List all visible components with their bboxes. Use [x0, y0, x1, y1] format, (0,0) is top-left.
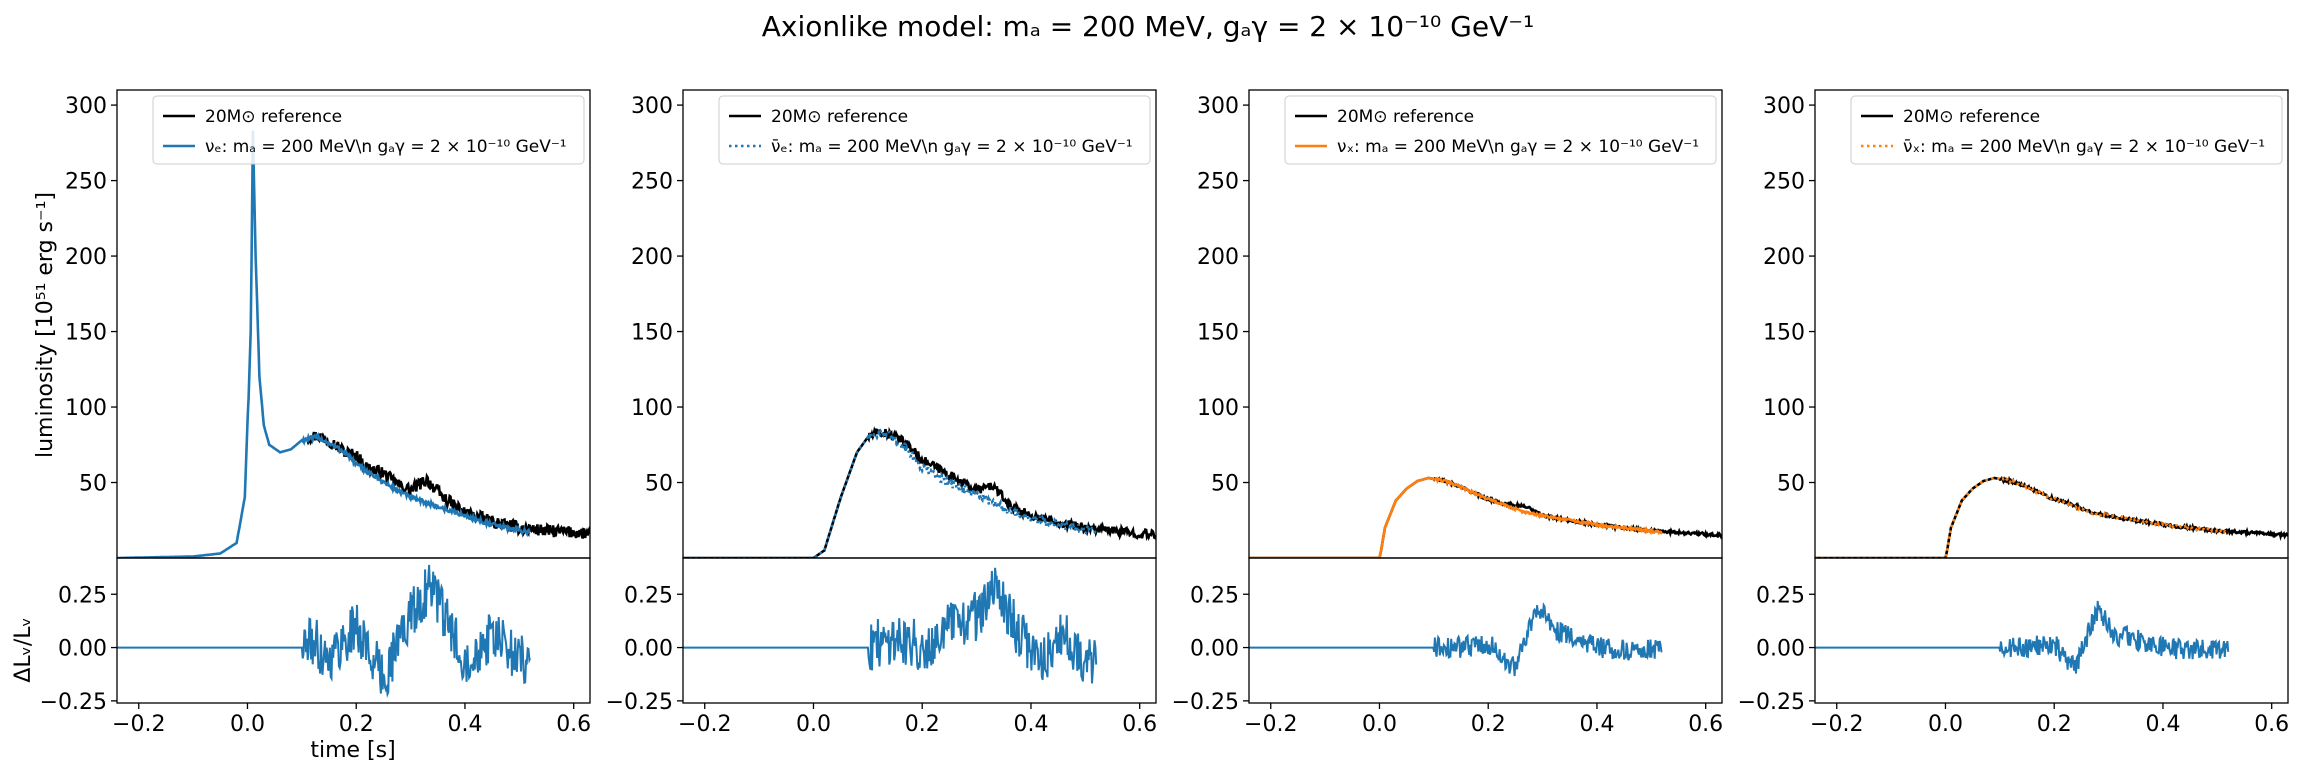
y-tick-label: 200: [65, 245, 107, 270]
residual-line-nu_e: [117, 564, 532, 698]
x-tick-label: 0.2: [2037, 712, 2072, 737]
legend-label: ν̄ₓ: mₐ = 200 MeV\n gₐγ = 2 × 10⁻¹⁰ GeV⁻…: [1903, 137, 2265, 157]
reference-line-nubar_e: [683, 426, 1156, 558]
x-tick-label: 0.0: [1928, 712, 1963, 737]
residual-line-nubar_e: [683, 567, 1098, 684]
bottom-axes-frame: [1814, 557, 2289, 704]
residual-y-tick-label: −0.25: [40, 690, 107, 715]
legend-box: [718, 95, 1151, 165]
legend: 20M⊙ reference νₑ: mₐ = 200 MeV\n gₐγ = 2…: [152, 95, 585, 165]
figure-title: Axionlike model: mₐ = 200 MeV, gₐγ = 2 ×…: [762, 10, 1534, 43]
residual-line-nu_x: [1249, 602, 1663, 677]
bottom-axes-frame: [116, 557, 591, 704]
legend-label: 20M⊙ reference: [771, 107, 908, 127]
y-tick-label: 300: [1197, 94, 1239, 119]
x-tick-label: 0.0: [230, 712, 265, 737]
y-tick-label: 50: [79, 472, 107, 497]
y-tick-label: 150: [631, 321, 673, 346]
bottom-axes-frame: [1248, 557, 1723, 704]
legend-box: [1284, 95, 1717, 165]
legend-label: νₑ: mₐ = 200 MeV\n gₐγ = 2 × 10⁻¹⁰ GeV⁻¹: [205, 137, 567, 157]
panel-nu_e: 50 100 150 200 250 300 −0.25 0.00 0.25 −0.2 0.0 0.2…: [40, 89, 591, 737]
residual-y-tick-label: 0.00: [624, 637, 673, 662]
x-tick-label: 0.6: [1122, 712, 1157, 737]
model-line-nubar_x: [1815, 476, 2229, 558]
y-tick-label: 250: [1197, 170, 1239, 195]
y-tick-label: 200: [1763, 245, 1805, 270]
legend: 20M⊙ reference νₓ: mₐ = 200 MeV\n gₐγ = 2…: [1284, 95, 1717, 165]
model-line-nubar_e: [683, 427, 1098, 558]
y-tick-label: 150: [1763, 321, 1805, 346]
y-tick-label: 100: [1197, 396, 1239, 421]
y-tick-label: 250: [631, 170, 673, 195]
residual-y-tick-label: 0.25: [1756, 583, 1805, 608]
reference-line-nubar_x: [1815, 475, 2288, 558]
y-tick-label: 50: [1211, 472, 1239, 497]
y-tick-label: 200: [1197, 245, 1239, 270]
y-tick-label: 200: [631, 245, 673, 270]
x-tick-label: 0.6: [1688, 712, 1723, 737]
legend-box: [152, 95, 585, 165]
legend-label: ν̄ₑ: mₐ = 200 MeV\n gₐγ = 2 × 10⁻¹⁰ GeV⁻…: [771, 137, 1133, 157]
x-tick-label: 0.6: [556, 712, 591, 737]
x-tick-label: 0.4: [2145, 712, 2180, 737]
legend: 20M⊙ reference ν̄ₑ: mₐ = 200 MeV\n gₐγ = …: [718, 95, 1151, 165]
y-tick-label: 300: [631, 94, 673, 119]
model-line-nu_x: [1249, 476, 1663, 558]
x-tick-label: 0.2: [339, 712, 374, 737]
model-line-nu_e: [117, 130, 531, 558]
y-axis-label-luminosity: luminosity [10⁵¹ erg s⁻¹]: [33, 192, 58, 458]
y-tick-label: 150: [1197, 321, 1239, 346]
y-tick-label: 250: [1763, 170, 1805, 195]
residual-y-tick-label: −0.25: [1172, 690, 1239, 715]
y-tick-label: 150: [65, 321, 107, 346]
y-tick-label: 250: [65, 170, 107, 195]
bottom-axes-frame: [682, 557, 1157, 704]
residual-y-tick-label: 0.25: [1190, 583, 1239, 608]
x-tick-label: −0.2: [1244, 712, 1297, 737]
residual-y-tick-label: 0.25: [624, 583, 673, 608]
legend-label: νₓ: mₐ = 200 MeV\n gₐγ = 2 × 10⁻¹⁰ GeV⁻¹: [1337, 137, 1699, 157]
x-tick-label: −0.2: [678, 712, 731, 737]
reference-line-nu_x: [1249, 476, 1722, 558]
y-tick-label: 100: [1763, 396, 1805, 421]
residual-y-tick-label: 0.00: [58, 637, 107, 662]
x-tick-label: 0.6: [2254, 712, 2289, 737]
y-tick-label: 300: [1763, 94, 1805, 119]
residual-y-tick-label: −0.25: [1738, 690, 1805, 715]
y-tick-label: 100: [631, 396, 673, 421]
x-tick-label: 0.2: [1471, 712, 1506, 737]
y-tick-label: 100: [65, 396, 107, 421]
x-tick-label: 0.0: [796, 712, 831, 737]
legend-box: [1850, 95, 2283, 165]
x-tick-label: −0.2: [1810, 712, 1863, 737]
panel-nubar_e: 50 100 150 200 250 300 −0.25 0.00 0.25 −0.2 0.0 0.2…: [606, 89, 1157, 737]
y-tick-label: 50: [645, 472, 673, 497]
x-axis-label: time [s]: [310, 738, 395, 763]
x-tick-label: 0.0: [1362, 712, 1397, 737]
reference-line-nu_e: [306, 431, 590, 539]
panel-nu_x: 50 100 150 200 250 300 −0.25 0.00 0.25 −0.2 0.0 0.2…: [1172, 89, 1723, 737]
residual-y-tick-label: 0.00: [1190, 637, 1239, 662]
panel-nubar_x: 50 100 150 200 250 300 −0.25 0.00 0.25 −0.2 0.0 0.2…: [1738, 89, 2289, 737]
residual-y-tick-label: −0.25: [606, 690, 673, 715]
y-axis-label-residual: ΔLᵥ/Lᵥ: [11, 617, 36, 682]
x-tick-label: −0.2: [112, 712, 165, 737]
x-tick-label: 0.4: [1579, 712, 1614, 737]
residual-y-tick-label: 0.25: [58, 583, 107, 608]
y-tick-label: 50: [1777, 472, 1805, 497]
residual-y-tick-label: 0.00: [1756, 637, 1805, 662]
legend-label: 20M⊙ reference: [1337, 107, 1474, 127]
residual-line-nubar_x: [1815, 600, 2230, 674]
legend-label: 20M⊙ reference: [205, 107, 342, 127]
x-tick-label: 0.4: [447, 712, 482, 737]
panels: 50 100 150 200 250 300 −0.25 0.00 0.25 −0.2 0.0 0.2…: [40, 89, 2289, 737]
x-tick-label: 0.2: [905, 712, 940, 737]
legend-label: 20M⊙ reference: [1903, 107, 2040, 127]
x-tick-label: 0.4: [1013, 712, 1048, 737]
legend: 20M⊙ reference ν̄ₓ: mₐ = 200 MeV\n gₐγ = …: [1850, 95, 2283, 165]
y-tick-label: 300: [65, 94, 107, 119]
